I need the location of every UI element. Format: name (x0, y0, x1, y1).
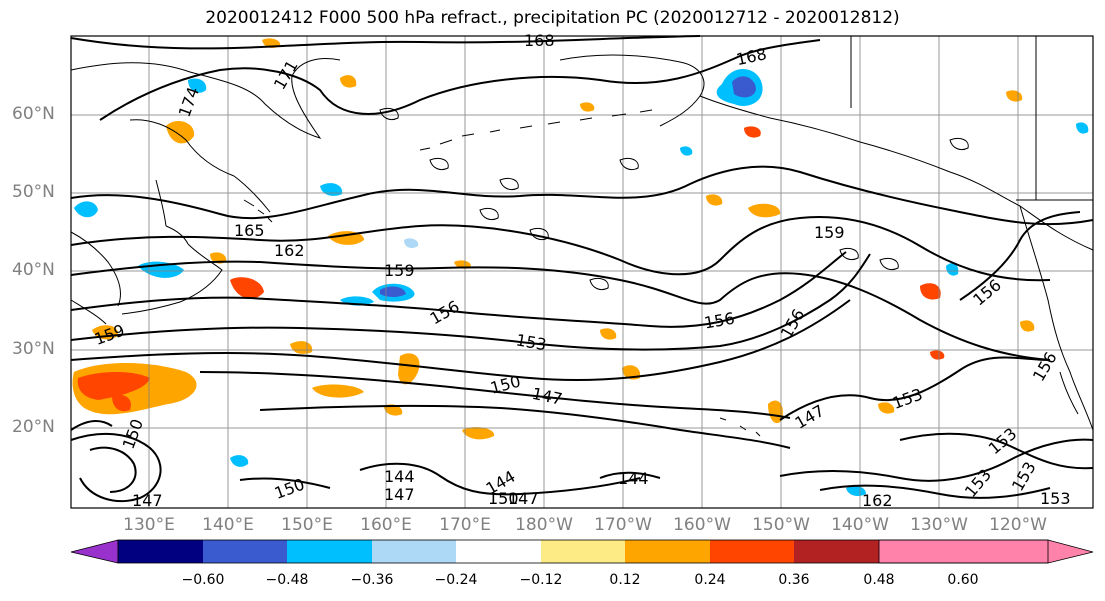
colorbar-segment (372, 540, 456, 563)
contour-label: 147 (132, 491, 163, 510)
colorbar-extend-right (878, 539, 1094, 564)
refractivity-contours (70, 35, 1094, 503)
lon-label-160w: 160°W (673, 515, 731, 535)
lat-label-20n: 20°N (12, 417, 55, 437)
colorbar-segment (118, 540, 203, 563)
contour-label: 150 (488, 489, 519, 508)
lon-label-130w: 130°W (910, 515, 968, 535)
colorbar-segment (794, 540, 879, 563)
colorbar-tick: 0.12 (609, 572, 641, 588)
lon-label-150w: 150°W (752, 515, 810, 535)
contour-label: 165 (234, 221, 265, 240)
contour-label: 147 (508, 489, 539, 508)
map-title: 2020012412 F000 500 hPa refract., precip… (205, 8, 900, 28)
colorbar-segment (541, 540, 625, 563)
lon-label-150e: 150°E (281, 515, 333, 535)
lon-label-170e: 170°E (439, 515, 491, 535)
contour-label: 159 (814, 223, 845, 242)
colorbar-segment (456, 540, 541, 563)
lon-label-140w: 140°W (831, 515, 889, 535)
colorbar-segment (287, 540, 372, 563)
lon-label-170w: 170°W (594, 515, 652, 535)
lon-label-180w: 180°W (515, 515, 573, 535)
lon-label-140e: 140°E (202, 515, 254, 535)
colorbar-tick: −0.36 (350, 572, 394, 588)
graticule (71, 36, 1093, 508)
contour-label: 159 (384, 261, 415, 280)
coastlines (70, 54, 1094, 437)
colorbar-extend-left (70, 539, 119, 564)
colorbar-tick: −0.60 (181, 572, 225, 588)
lat-label-60n: 60°N (12, 104, 55, 124)
colorbar-tick: 0.60 (947, 572, 979, 588)
map-panel: 168 171 174 168 165 162 159 156 159 156 … (70, 31, 1094, 510)
colorbar-segment (710, 540, 794, 563)
contour-label: 168 (524, 31, 555, 50)
colorbar-tick: 0.48 (863, 572, 895, 588)
colorbar-segment (625, 540, 710, 563)
contour-label: 144 (384, 467, 415, 486)
colorbar-tick: −0.24 (434, 572, 478, 588)
contour-label: 162 (862, 491, 893, 510)
lon-label-120w: 120°W (989, 515, 1047, 535)
contour-label: 144 (618, 469, 649, 488)
contour-label: 162 (274, 241, 305, 260)
contour-label: 153 (1040, 489, 1071, 508)
borders (850, 36, 1093, 201)
colorbar-tick: −0.12 (519, 572, 563, 588)
colorbar-segment (203, 540, 287, 563)
lon-label-160e: 160°E (360, 515, 412, 535)
lat-label-30n: 30°N (12, 339, 55, 359)
precip-outline-contours (379, 107, 969, 291)
colorbar-tick: −0.48 (265, 572, 309, 588)
lon-label-130e: 130°E (123, 515, 175, 535)
colorbar-tick: 0.36 (778, 572, 810, 588)
lat-label-40n: 40°N (12, 260, 55, 280)
colorbar-tick: 0.24 (694, 572, 726, 588)
colorbar-outline (117, 539, 1049, 564)
map-frame (70, 35, 1094, 509)
contour-label: 147 (384, 485, 415, 504)
lat-label-50n: 50°N (12, 182, 55, 202)
colorbar (70, 539, 1094, 564)
